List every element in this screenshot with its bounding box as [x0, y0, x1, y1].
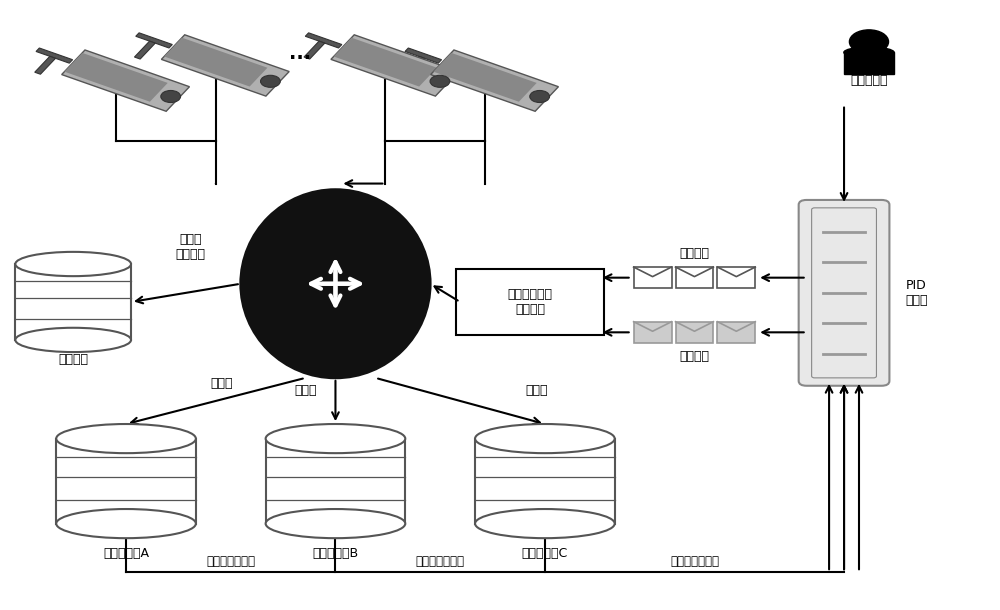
Text: ...: ... [289, 43, 312, 62]
Circle shape [161, 90, 181, 102]
FancyBboxPatch shape [676, 267, 713, 289]
Polygon shape [134, 41, 155, 59]
Text: 存储资源池A: 存储资源池A [103, 547, 149, 560]
Ellipse shape [15, 252, 131, 276]
Polygon shape [331, 35, 459, 96]
Polygon shape [266, 439, 405, 523]
Text: 上报带宽、容量: 上报带宽、容量 [416, 554, 465, 568]
FancyBboxPatch shape [717, 321, 755, 343]
Text: 数据流: 数据流 [294, 384, 317, 396]
Text: 存储资源池C: 存储资源池C [522, 547, 568, 560]
Polygon shape [164, 38, 267, 87]
Text: 存储资源池B: 存储资源池B [312, 547, 359, 560]
FancyBboxPatch shape [676, 321, 713, 343]
FancyBboxPatch shape [456, 269, 604, 335]
Text: 减量队列: 减量队列 [679, 350, 709, 363]
Circle shape [430, 75, 450, 87]
Ellipse shape [475, 424, 615, 453]
Polygon shape [35, 56, 56, 74]
Polygon shape [136, 33, 172, 48]
Text: 上报带宽、容量: 上报带宽、容量 [206, 554, 255, 568]
Text: 上报带宽、容量: 上报带宽、容量 [670, 554, 719, 568]
Circle shape [261, 75, 280, 87]
Text: PID
控制器: PID 控制器 [905, 279, 928, 307]
FancyBboxPatch shape [717, 267, 755, 289]
Ellipse shape [844, 47, 894, 58]
Text: 数据流: 数据流 [211, 378, 233, 390]
Text: 设定期望值: 设定期望值 [850, 74, 888, 87]
Ellipse shape [15, 328, 131, 352]
Polygon shape [15, 264, 131, 340]
Text: 流量调度策略
生成装置: 流量调度策略 生成装置 [507, 288, 552, 316]
FancyBboxPatch shape [634, 321, 672, 343]
Polygon shape [62, 50, 189, 111]
FancyBboxPatch shape [812, 208, 876, 378]
Text: 增量队列: 增量队列 [679, 247, 709, 260]
Text: 跨集群
存储网关: 跨集群 存储网关 [176, 233, 206, 261]
Polygon shape [161, 35, 289, 96]
Ellipse shape [241, 190, 430, 378]
Polygon shape [334, 38, 437, 87]
FancyBboxPatch shape [799, 200, 889, 386]
Polygon shape [64, 53, 168, 102]
Polygon shape [475, 439, 615, 523]
Ellipse shape [56, 424, 196, 453]
Polygon shape [305, 33, 342, 48]
Polygon shape [844, 52, 894, 74]
Text: 数据流: 数据流 [525, 384, 547, 396]
Ellipse shape [266, 509, 405, 538]
Circle shape [849, 30, 889, 54]
FancyBboxPatch shape [634, 267, 672, 289]
Polygon shape [404, 56, 424, 74]
Ellipse shape [266, 424, 405, 453]
Polygon shape [405, 48, 442, 63]
Ellipse shape [56, 509, 196, 538]
Polygon shape [56, 439, 196, 523]
Circle shape [530, 90, 550, 102]
Polygon shape [433, 53, 537, 102]
Polygon shape [36, 48, 73, 63]
Text: 元数据库: 元数据库 [58, 353, 88, 366]
Polygon shape [431, 50, 558, 111]
Polygon shape [304, 41, 325, 59]
Ellipse shape [475, 509, 615, 538]
